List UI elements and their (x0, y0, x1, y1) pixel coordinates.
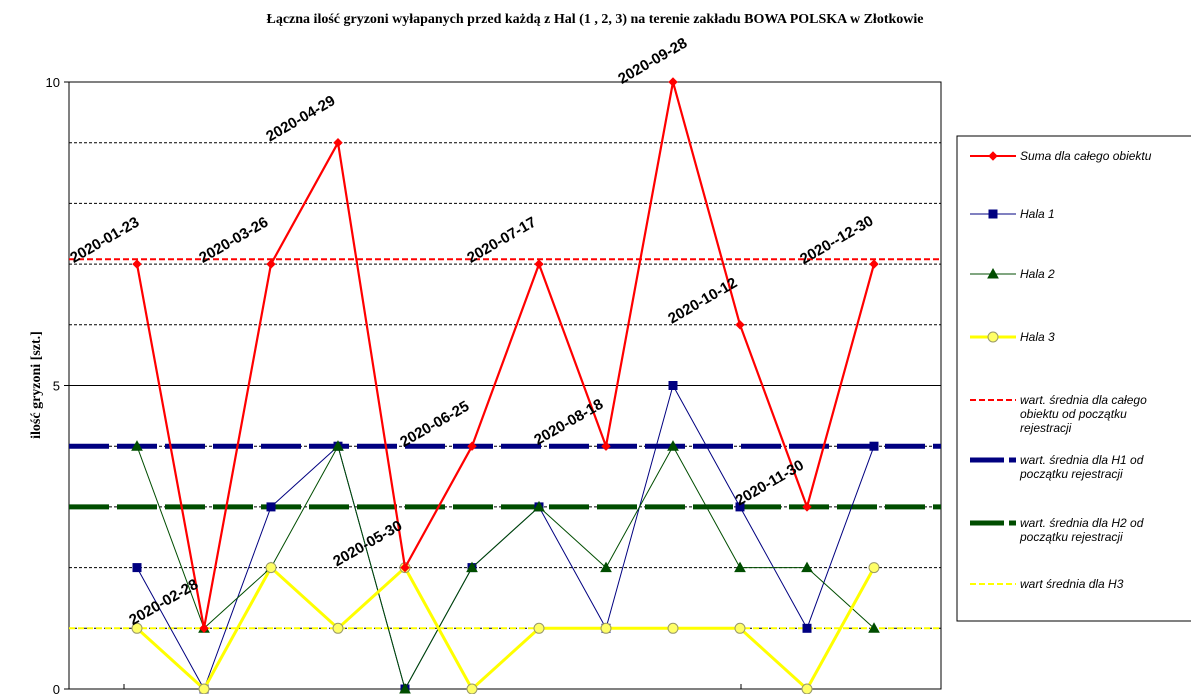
data-point (868, 562, 880, 574)
y-tick-label: 0 (53, 682, 60, 694)
data-point (266, 259, 276, 269)
data-point (466, 561, 478, 573)
data-point (601, 441, 611, 451)
data-point (333, 137, 343, 148)
legend: Suma dla całego obiektu Hala 1 Hala 2 Hala … (956, 135, 1191, 622)
data-label: 2020-09-28 (615, 35, 690, 88)
legend-label: wart. średnia dla całego obiektu od począ… (1020, 393, 1147, 435)
data-point (735, 502, 745, 512)
data-point (533, 622, 545, 634)
data-point (132, 563, 142, 573)
data-point (332, 440, 344, 451)
data-point (266, 502, 276, 512)
data-point (668, 381, 678, 390)
data-point (332, 622, 344, 634)
legend-label: wart średnia dla H3 (1020, 577, 1124, 591)
data-point (131, 440, 143, 451)
chart-title: Łączna ilość gryzoni wyłapanych przed ka… (267, 12, 924, 27)
y-tick-label: 10 (46, 75, 60, 90)
data-point (802, 502, 812, 512)
data-point (734, 622, 746, 634)
data-point (131, 622, 143, 634)
legend-label: Hala 2 (1020, 267, 1055, 281)
data-point (869, 441, 879, 451)
data-point (199, 623, 209, 634)
legend-marker (987, 267, 999, 279)
legend-box (956, 135, 1191, 622)
y-tick-label: 5 (53, 379, 60, 394)
data-point (869, 259, 879, 269)
data-point (667, 622, 679, 634)
legend-marker (988, 151, 998, 161)
data-point (467, 441, 477, 451)
legend-marker (987, 331, 999, 343)
y-axis-label: ilość gryzoni [szt.] (29, 331, 44, 439)
legend-label: wart. średnia dla H1 od początku rejestra… (1019, 453, 1144, 481)
data-point (668, 77, 678, 87)
data-point (802, 623, 812, 633)
data-point (600, 622, 612, 634)
legend-label: Suma dla całego obiektu (1020, 149, 1152, 163)
legend-label: Hala 3 (1020, 330, 1055, 344)
data-point (735, 320, 745, 330)
data-point (132, 259, 142, 269)
series-line (136, 445, 875, 690)
data-point (801, 561, 813, 573)
legend-label: Hala 1 (1020, 207, 1055, 221)
data-point (198, 683, 210, 694)
data-point (534, 259, 544, 269)
legend-marker (988, 209, 998, 219)
data-point (734, 561, 746, 573)
data-point (265, 562, 277, 574)
legend-label: wart. średnia dla H2 od początku rejestra… (1019, 516, 1144, 544)
data-point (533, 500, 545, 512)
series-line (135, 80, 876, 630)
series-line (135, 566, 876, 691)
plot-area: 05102020-01-232020-02-282020-03-262020-0… (46, 35, 942, 694)
data-point (667, 440, 679, 451)
data-point (466, 683, 478, 694)
data-point (400, 562, 410, 573)
data-point (399, 682, 411, 694)
data-point (801, 683, 813, 694)
data-point (868, 622, 880, 633)
data-point (600, 561, 612, 573)
